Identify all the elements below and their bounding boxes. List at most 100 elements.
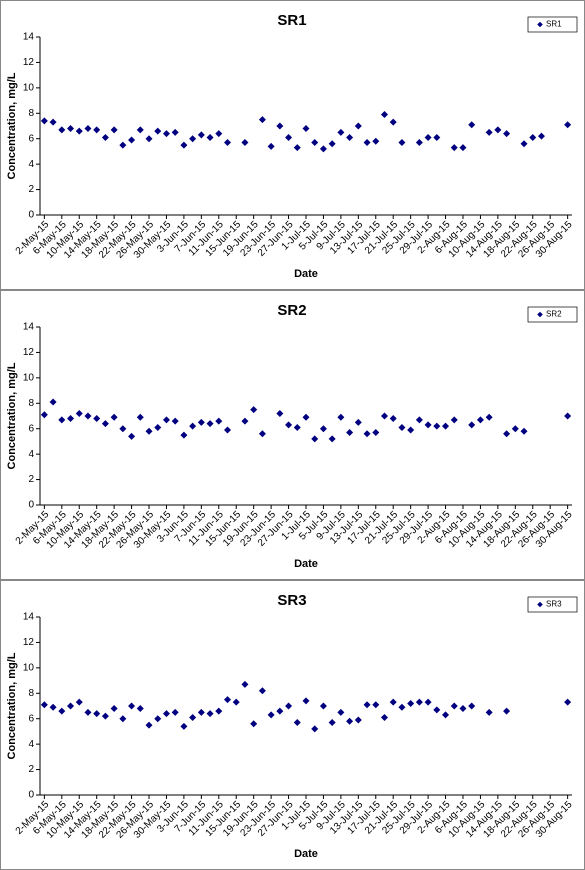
y-tick-label: 8 bbox=[28, 688, 34, 699]
data-point bbox=[389, 118, 397, 126]
data-point bbox=[180, 141, 188, 149]
data-point bbox=[154, 423, 162, 431]
data-point bbox=[293, 144, 301, 152]
data-point bbox=[84, 708, 92, 716]
data-point bbox=[442, 422, 450, 430]
data-point bbox=[380, 412, 388, 420]
data-point bbox=[58, 416, 66, 424]
data-point bbox=[389, 415, 397, 423]
y-tick-label: 14 bbox=[23, 322, 35, 333]
y-axis-title: Concentration, mg/L bbox=[6, 652, 18, 759]
data-point bbox=[380, 111, 388, 119]
data-point bbox=[398, 139, 406, 147]
data-point bbox=[311, 435, 319, 443]
data-point bbox=[241, 417, 249, 425]
data-point bbox=[537, 132, 545, 140]
y-tick-label: 2 bbox=[28, 184, 34, 195]
data-point bbox=[224, 139, 232, 147]
data-point bbox=[564, 121, 572, 129]
data-point bbox=[189, 713, 197, 721]
data-point bbox=[84, 412, 92, 420]
data-point bbox=[215, 130, 223, 138]
data-point bbox=[162, 416, 170, 424]
data-point bbox=[311, 725, 319, 733]
data-point bbox=[424, 698, 432, 706]
data-point bbox=[215, 417, 223, 425]
data-point bbox=[319, 425, 327, 433]
data-point bbox=[372, 137, 380, 145]
data-point bbox=[337, 708, 345, 716]
data-point bbox=[319, 702, 327, 710]
y-tick-label: 10 bbox=[23, 372, 35, 383]
data-point bbox=[101, 420, 109, 428]
y-tick-label: 0 bbox=[28, 500, 34, 511]
data-point bbox=[511, 425, 519, 433]
data-point bbox=[49, 703, 57, 711]
data-point bbox=[529, 133, 537, 141]
data-point bbox=[407, 426, 415, 434]
data-point bbox=[398, 423, 406, 431]
data-point bbox=[75, 698, 83, 706]
data-point bbox=[468, 121, 476, 129]
data-point bbox=[433, 706, 441, 714]
data-point bbox=[459, 705, 467, 713]
legend-marker bbox=[537, 601, 543, 608]
chart-panel: SR3024681012142-May-156-May-1510-May-151… bbox=[0, 580, 585, 870]
data-point bbox=[276, 122, 284, 130]
data-point bbox=[520, 140, 528, 148]
data-point bbox=[101, 712, 109, 720]
data-point bbox=[450, 416, 458, 424]
y-tick-label: 14 bbox=[23, 32, 35, 43]
data-point bbox=[84, 125, 92, 133]
data-point bbox=[311, 139, 319, 147]
data-point bbox=[197, 708, 205, 716]
data-point bbox=[154, 127, 162, 135]
data-point bbox=[302, 125, 310, 133]
y-tick-label: 6 bbox=[28, 423, 34, 434]
chart-panel: SR1024681012142-May-156-May-1510-May-151… bbox=[0, 0, 585, 290]
data-point bbox=[433, 422, 441, 430]
data-point bbox=[180, 722, 188, 730]
data-point bbox=[372, 701, 380, 709]
data-point bbox=[398, 703, 406, 711]
data-point bbox=[224, 426, 232, 434]
data-point bbox=[40, 701, 48, 709]
data-point bbox=[58, 707, 66, 715]
data-point bbox=[75, 409, 83, 417]
data-point bbox=[145, 135, 153, 143]
data-point bbox=[276, 409, 284, 417]
data-point bbox=[119, 425, 127, 433]
data-point bbox=[415, 698, 423, 706]
data-point bbox=[293, 423, 301, 431]
data-point bbox=[267, 711, 275, 719]
legend-label: SR3 bbox=[546, 600, 562, 609]
data-point bbox=[162, 710, 170, 718]
data-point bbox=[206, 133, 214, 141]
data-point bbox=[136, 705, 144, 713]
data-point bbox=[93, 126, 101, 134]
data-point bbox=[171, 708, 179, 716]
y-axis-title: Concentration, mg/L bbox=[6, 72, 18, 179]
data-point bbox=[40, 411, 48, 419]
data-point bbox=[346, 133, 354, 141]
data-point bbox=[171, 417, 179, 425]
data-point bbox=[285, 421, 293, 429]
y-tick-label: 8 bbox=[28, 398, 34, 409]
legend-box bbox=[527, 16, 578, 33]
data-point bbox=[189, 135, 197, 143]
legend-marker bbox=[537, 21, 543, 28]
data-point bbox=[346, 429, 354, 437]
data-point bbox=[363, 701, 371, 709]
data-point bbox=[407, 699, 415, 707]
x-axis-title: Date bbox=[294, 268, 318, 280]
data-point bbox=[363, 430, 371, 438]
data-point bbox=[503, 430, 511, 438]
data-point bbox=[189, 422, 197, 430]
data-point bbox=[415, 416, 423, 424]
data-point bbox=[363, 139, 371, 147]
legend-box bbox=[527, 306, 578, 323]
data-point bbox=[328, 140, 336, 148]
data-point bbox=[49, 118, 57, 126]
data-point bbox=[328, 435, 336, 443]
data-point bbox=[67, 415, 75, 423]
